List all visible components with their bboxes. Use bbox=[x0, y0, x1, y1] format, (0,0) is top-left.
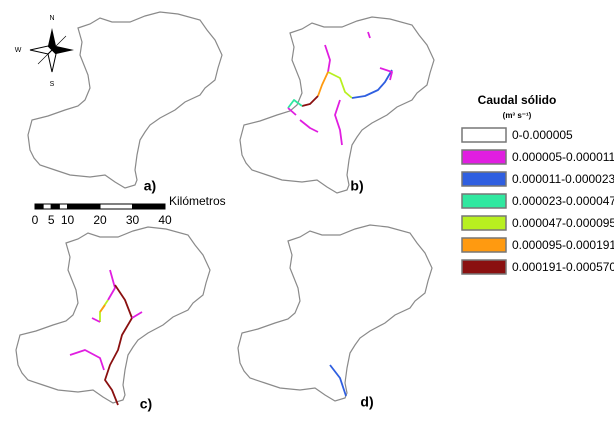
compass-w: W bbox=[15, 47, 22, 54]
stream bbox=[287, 99, 303, 109]
basin-outline bbox=[27, 11, 223, 189]
scale-unit: Kilómetros bbox=[169, 194, 226, 208]
stream bbox=[99, 304, 106, 313]
scale-tick-label: 30 bbox=[126, 213, 140, 227]
scale-segment bbox=[42, 203, 52, 210]
panel-label: c) bbox=[140, 396, 152, 412]
legend-label: 0.000095-0.000191 bbox=[512, 238, 614, 252]
stream bbox=[317, 71, 329, 97]
stream bbox=[299, 119, 319, 133]
legend-label: 0.000011-0.000023 bbox=[512, 172, 614, 186]
compass-s: S bbox=[50, 81, 55, 88]
stream bbox=[287, 107, 297, 116]
legend-label: 0.000005-0.000011 bbox=[512, 150, 614, 164]
scale-segment bbox=[132, 203, 166, 210]
scale-bar: 0 5 10 20 30 40 Kilómetros bbox=[32, 194, 226, 227]
panel-label: a) bbox=[144, 178, 156, 194]
basin-outline bbox=[237, 224, 433, 402]
basin-outline bbox=[15, 226, 211, 404]
scale-tick-label: 40 bbox=[158, 213, 172, 227]
scale-tick-label: 5 bbox=[48, 213, 55, 227]
stream bbox=[351, 69, 393, 99]
scale-segment bbox=[67, 203, 101, 210]
legend-swatch bbox=[461, 215, 507, 231]
legend-label: 0.000191-0.000570 bbox=[512, 260, 614, 274]
compass: N S E W bbox=[15, 15, 89, 88]
stream bbox=[324, 44, 331, 73]
scale-tick-label: 10 bbox=[61, 213, 75, 227]
legend-title: Caudal sólido bbox=[478, 93, 557, 107]
stream bbox=[334, 99, 343, 146]
legend-label: 0-0.000005 bbox=[512, 128, 573, 142]
scale-segment bbox=[58, 203, 68, 210]
stream bbox=[107, 269, 116, 301]
legend-label: 0.000023-0.000047 bbox=[512, 194, 614, 208]
scale-tick-label: 20 bbox=[93, 213, 107, 227]
legend: Caudal sólido (m³ s⁻¹) 0-0.000005 0.00000… bbox=[461, 93, 614, 275]
legend-unit: (m³ s⁻¹) bbox=[503, 111, 532, 120]
legend-swatch bbox=[461, 237, 507, 253]
stream bbox=[91, 317, 101, 323]
legend-swatch bbox=[461, 171, 507, 187]
stream bbox=[327, 71, 353, 99]
stream bbox=[367, 31, 371, 39]
stream bbox=[329, 364, 347, 397]
scale-tick-label: 0 bbox=[32, 213, 39, 227]
scale-segment bbox=[50, 203, 60, 210]
stream bbox=[379, 67, 393, 81]
legend-swatch bbox=[461, 127, 507, 143]
compass-n: N bbox=[49, 15, 54, 22]
scale-segment bbox=[99, 203, 133, 210]
panel-label: b) bbox=[350, 178, 363, 194]
stream bbox=[104, 284, 133, 406]
scale-segment bbox=[34, 203, 44, 210]
legend-label: 0.000047-0.000095 bbox=[512, 216, 614, 230]
basin-outline bbox=[239, 16, 435, 194]
stream bbox=[131, 311, 143, 319]
legend-swatch bbox=[461, 259, 507, 275]
legend-swatch bbox=[461, 149, 507, 165]
stream bbox=[69, 349, 105, 371]
legend-swatch bbox=[461, 193, 507, 209]
panel-label: d) bbox=[360, 394, 373, 410]
stream bbox=[301, 95, 319, 107]
